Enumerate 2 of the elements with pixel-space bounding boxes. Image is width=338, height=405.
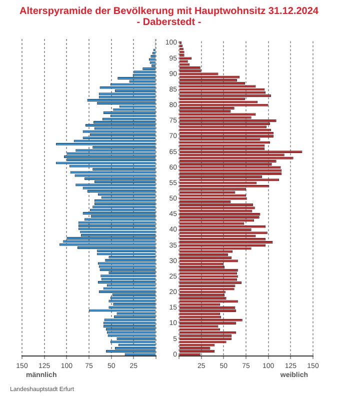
chart-subtitle: - Daberstedt - <box>136 17 202 28</box>
chart-title: Alterspyramide der Bevölkerung mit Hauptwohnsitz 31.12.2024 <box>18 6 320 17</box>
